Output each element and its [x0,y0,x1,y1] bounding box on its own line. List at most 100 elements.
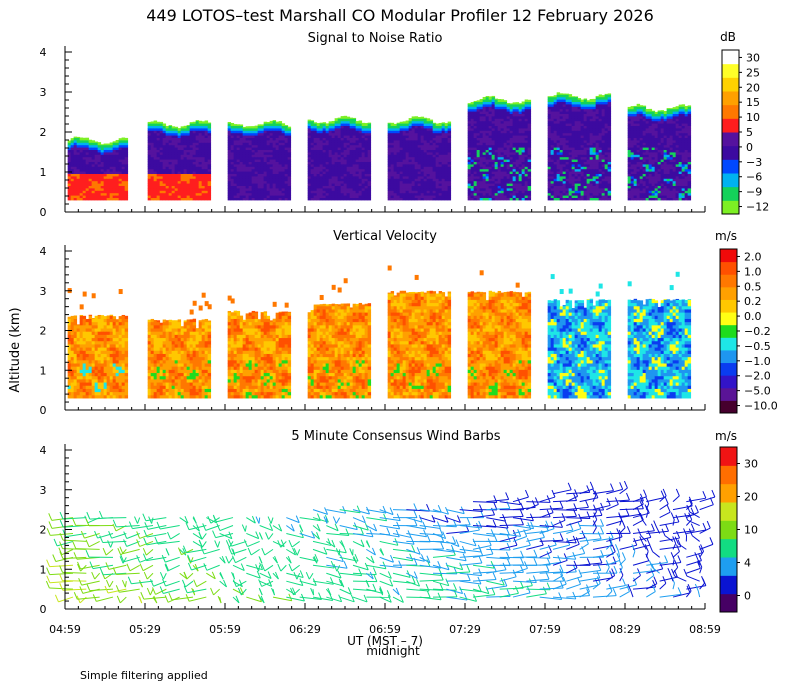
snr-cell [361,185,366,189]
snr-cell [159,168,164,172]
snr-cell [577,123,582,126]
snr-cell [512,132,517,136]
snr-cell [598,197,603,201]
snr-cell [118,183,123,186]
snr-cell [586,178,591,182]
snr-cell [165,190,170,194]
snr-cell [515,140,520,143]
snr-cell [192,197,197,201]
snr-cell [343,195,348,198]
snr-cell [328,180,333,184]
snr-cell [186,149,191,153]
snr-cell [518,185,523,189]
snr-cell [580,132,585,136]
snr-cell [115,142,120,146]
snr-cell [316,152,321,155]
snr-cell [438,154,443,158]
snr-cell [414,140,419,143]
snr-cell [482,149,487,153]
snr-cell [476,149,481,153]
snr-cell [420,190,425,194]
snr-cell [524,144,529,148]
snr-cell [408,185,413,189]
snr-cell [162,178,167,182]
snr-cell [358,140,363,143]
snr-cell [589,140,594,143]
snr-cell [444,164,449,167]
snr-cell [411,130,416,134]
snr-cell [420,185,425,189]
snr-cell [571,123,576,126]
snr-cell [417,197,422,201]
snr-cell [73,171,78,174]
snr-cell [174,180,179,184]
snr-cell [358,120,363,122]
snr-cell [340,137,345,141]
snr-cell [598,195,603,198]
snr-cell [601,192,606,196]
snr-cell [260,164,265,167]
snr-cell [577,173,582,177]
snr-cell [494,168,499,172]
snr-cell [574,152,579,155]
snr-cell [595,190,600,194]
snr-cell [482,111,487,114]
snr-cell [408,120,413,124]
snr-cell [595,135,600,138]
snr-cell [411,166,416,170]
snr-cell [165,142,170,146]
snr-cell [310,197,315,201]
snr-cell [100,171,105,174]
snr-cell [76,159,81,162]
snr-cell [328,183,333,186]
snr-cell [207,152,212,155]
snr-cell [444,147,449,150]
snr-cell [497,104,502,107]
snr-cell [482,104,487,107]
snr-cell [198,178,203,182]
snr-cell [310,180,315,184]
snr-cell [509,178,514,182]
snr-cell [153,156,158,160]
snr-cell [358,144,363,148]
snr-cell [479,156,484,160]
snr-cell [284,142,289,146]
snr-cell [361,154,366,158]
snr-cell [527,171,532,174]
snr-cell [106,190,111,194]
snr-cell [479,178,484,182]
snr-cell [343,154,348,158]
snr-cell [278,183,283,186]
snr-cell [242,183,247,186]
snr-cell [423,128,428,131]
snr-cell [275,132,280,136]
snr-cell [183,135,188,138]
snr-cell [278,171,283,174]
snr-cell [275,192,280,196]
snr-cell [414,183,419,186]
snr-cell [595,142,600,146]
snr-cell [476,101,481,105]
snr-cell [322,173,327,177]
snr-cell [485,185,490,189]
snr-cell [100,144,105,146]
snr-cell [426,123,431,126]
snr-cell [568,108,573,112]
snr-cell [174,130,179,134]
snr-cell [109,161,114,165]
snr-cell [263,144,268,148]
snr-cell [97,185,102,189]
snr-cell [284,159,289,162]
snr-cell [550,125,555,129]
snr-cell [408,154,413,158]
snr-cell [180,197,185,201]
snr-cell [118,164,123,167]
snr-cell [390,159,395,162]
snr-cell [527,113,532,117]
snr-cell [124,180,129,184]
snr-cell [245,135,250,138]
snr-cell [177,132,182,136]
snr-cell [186,164,191,167]
snr-cell [70,183,75,186]
snr-cell [592,178,597,182]
